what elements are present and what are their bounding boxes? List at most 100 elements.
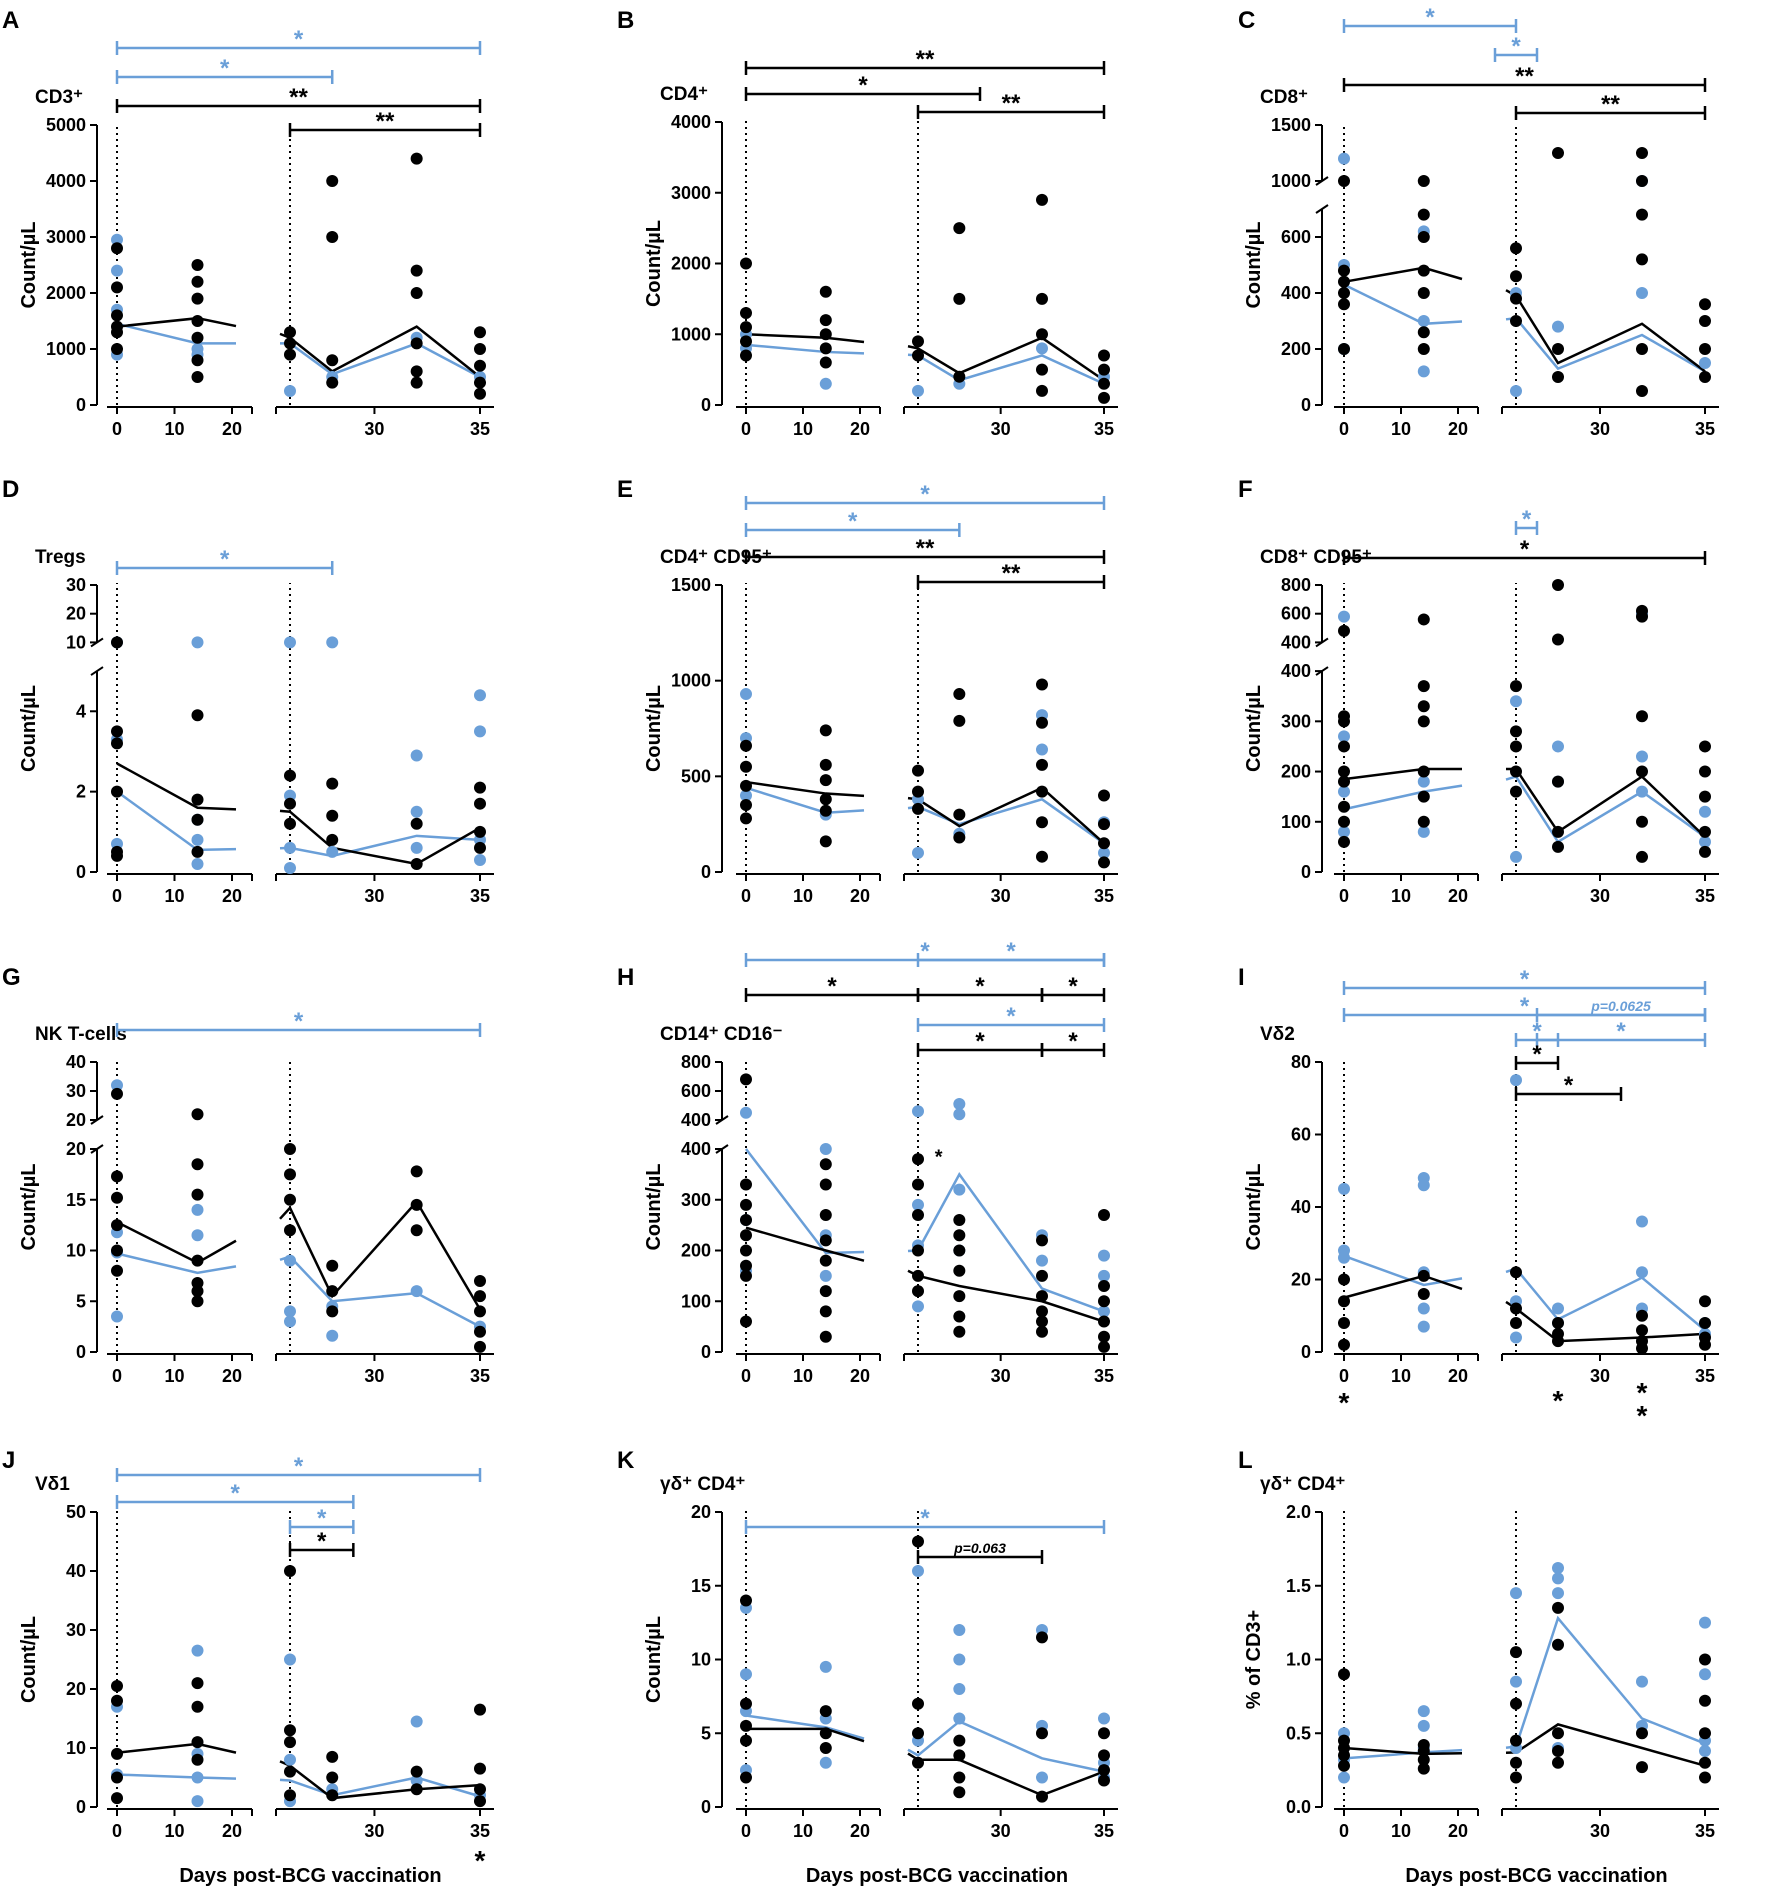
y-axis-label: Count/µL xyxy=(18,1616,40,1703)
data-point-blue xyxy=(474,725,486,738)
data-point-black xyxy=(1338,624,1350,637)
x-tick-label: 30 xyxy=(1590,419,1610,439)
y-tick-label: 10 xyxy=(66,1738,86,1758)
data-point-blue xyxy=(1510,385,1522,397)
data-point-black xyxy=(410,264,423,277)
data-point-black xyxy=(1338,740,1350,753)
data-point-black xyxy=(191,845,204,858)
data-point-black xyxy=(1552,1317,1564,1329)
y-tick-label: 20 xyxy=(66,1110,86,1130)
x-tick-label: 0 xyxy=(741,1366,751,1386)
data-point-black xyxy=(819,1285,832,1298)
data-point-black xyxy=(326,809,339,822)
y-tick-label: 600 xyxy=(1281,227,1311,247)
mean-line-blue xyxy=(1343,1254,1463,1287)
data-point-black xyxy=(1510,785,1522,798)
data-point-black xyxy=(111,309,123,322)
y-tick-label: 80 xyxy=(1291,1052,1311,1072)
y-tick-label: 800 xyxy=(1281,575,1311,595)
data-point-black xyxy=(1699,1653,1711,1666)
x-tick-label: 20 xyxy=(1448,419,1468,439)
mean-line-black xyxy=(1343,266,1463,284)
data-point-black xyxy=(1552,775,1564,788)
data-point-black xyxy=(111,725,123,738)
data-point-black xyxy=(912,335,924,348)
data-point-black xyxy=(1098,789,1110,802)
significance-label: ** xyxy=(916,535,935,562)
data-point-black xyxy=(326,833,339,846)
data-point-black xyxy=(1417,343,1430,355)
data-point-black xyxy=(111,1087,123,1100)
data-point-blue xyxy=(1552,740,1564,753)
data-point-black xyxy=(912,764,924,777)
data-point-blue xyxy=(1552,1572,1564,1585)
data-point-black xyxy=(1552,147,1564,159)
mean-line-blue xyxy=(907,1172,1105,1313)
data-point-black xyxy=(191,292,204,305)
data-point-blue xyxy=(1636,1675,1648,1688)
data-point-black xyxy=(1417,815,1430,828)
significance-label: * xyxy=(920,481,930,508)
data-point-black xyxy=(1098,1727,1110,1740)
data-point-black xyxy=(1417,790,1430,803)
y-tick-label: 3000 xyxy=(671,183,711,203)
data-point-black xyxy=(1510,242,1522,255)
x-tick-label: 30 xyxy=(364,419,384,439)
mean-line-blue xyxy=(1505,1615,1706,1749)
panel-title: γδ⁺ CD4⁺ xyxy=(1260,1474,1345,1495)
data-point-blue xyxy=(1098,1712,1110,1725)
data-point-black xyxy=(1417,1762,1430,1775)
data-point-black xyxy=(1552,1638,1564,1651)
data-point-black xyxy=(912,1153,924,1166)
data-point-black xyxy=(191,371,204,383)
data-point-black xyxy=(912,1244,924,1257)
data-point-blue xyxy=(1636,287,1648,299)
data-point-black xyxy=(1636,147,1648,159)
significance-label: * xyxy=(294,1453,304,1480)
data-point-black xyxy=(474,1795,486,1808)
data-point-black xyxy=(1098,1208,1110,1221)
data-point-black xyxy=(474,841,486,854)
y-tick-label: 2000 xyxy=(671,254,711,274)
data-point-black xyxy=(326,1750,339,1763)
significance-label: * xyxy=(848,508,858,535)
x-tick-label: 30 xyxy=(364,1821,384,1841)
data-point-black xyxy=(1036,678,1048,691)
data-point-black xyxy=(953,831,966,844)
data-point-blue xyxy=(1338,1182,1350,1195)
y-tick-label: 10 xyxy=(691,1650,711,1670)
data-point-black xyxy=(1036,363,1048,376)
significance-label: * xyxy=(230,1480,240,1507)
significance-label: * xyxy=(1068,1028,1078,1055)
data-point-blue xyxy=(1417,1302,1430,1315)
y-tick-label: 1000 xyxy=(46,339,86,359)
data-point-black xyxy=(1636,208,1648,221)
significance-label: * xyxy=(920,938,930,965)
x-tick-label: 10 xyxy=(1391,1821,1411,1841)
significance-label: ** xyxy=(1601,91,1620,118)
y-tick-label: 0 xyxy=(76,862,86,882)
data-point-blue xyxy=(819,1269,832,1282)
data-point-black xyxy=(326,777,339,790)
data-point-black xyxy=(1552,633,1564,646)
data-point-black xyxy=(1636,1727,1648,1740)
y-tick-label: 15 xyxy=(691,1576,711,1596)
panel-letter: K xyxy=(617,1447,635,1474)
data-point-black xyxy=(1338,287,1350,299)
panel-c: C CD8⁺ 0 200 400 600 1000 1500 Count/µL 0 10 20 30 35… xyxy=(1238,4,1719,439)
data-point-black xyxy=(912,1269,924,1282)
data-point-black xyxy=(1417,264,1430,277)
data-point-black xyxy=(819,314,832,327)
x-tick-label: 35 xyxy=(1094,419,1114,439)
data-point-blue xyxy=(1636,785,1648,798)
y-tick-label: 4000 xyxy=(46,171,86,191)
data-point-blue xyxy=(1699,1616,1711,1629)
data-point-black xyxy=(1098,363,1110,376)
data-point-black xyxy=(740,760,752,773)
data-point-blue xyxy=(819,1756,832,1769)
x-axis-label-2: Days post-BCG vaccination xyxy=(806,1865,1068,1887)
data-point-black xyxy=(191,331,204,344)
data-point-black xyxy=(1338,1317,1350,1329)
data-point-black xyxy=(953,1734,966,1747)
data-point-black xyxy=(1098,1340,1110,1353)
